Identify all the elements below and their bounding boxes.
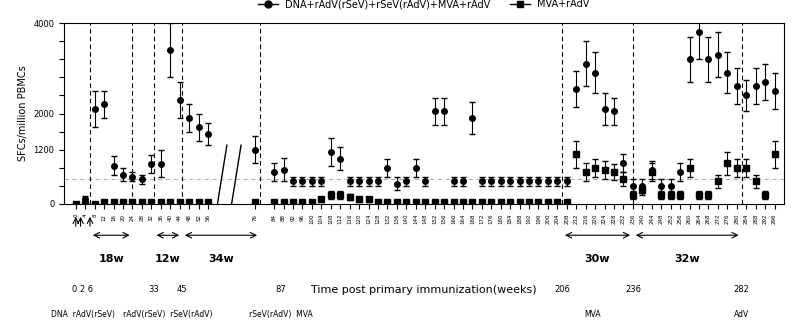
Text: Time post primary immunization(weeks): Time post primary immunization(weeks)	[311, 286, 537, 295]
Text: 30w: 30w	[585, 254, 610, 264]
Text: 45: 45	[177, 285, 187, 294]
Text: rSeV(rAdV)  MVA: rSeV(rAdV) MVA	[250, 310, 313, 319]
Text: 0 2 6: 0 2 6	[72, 285, 94, 294]
Text: MVA: MVA	[585, 310, 601, 319]
Text: 206: 206	[554, 285, 570, 294]
Text: 34w: 34w	[208, 254, 234, 264]
Text: 236: 236	[625, 285, 641, 294]
Text: rAdV(rSeV)  rSeV(rAdV): rAdV(rSeV) rSeV(rAdV)	[123, 310, 213, 319]
Text: DNA  rAdV(rSeV): DNA rAdV(rSeV)	[51, 310, 115, 319]
Text: 33: 33	[148, 285, 159, 294]
Text: 32w: 32w	[674, 254, 700, 264]
Text: 18w: 18w	[98, 254, 124, 264]
Legend: DNA+rAdV(rSeV)+rSeV(rAdV)+MVA+rAdV, MVA+rAdV: DNA+rAdV(rSeV)+rSeV(rAdV)+MVA+rAdV, MVA+…	[254, 0, 594, 13]
Text: 282: 282	[734, 285, 750, 294]
Text: 12w: 12w	[155, 254, 181, 264]
Text: 87: 87	[276, 285, 286, 294]
Y-axis label: SFCs/million PBMCs: SFCs/million PBMCs	[18, 65, 28, 162]
Text: AdV: AdV	[734, 310, 749, 319]
